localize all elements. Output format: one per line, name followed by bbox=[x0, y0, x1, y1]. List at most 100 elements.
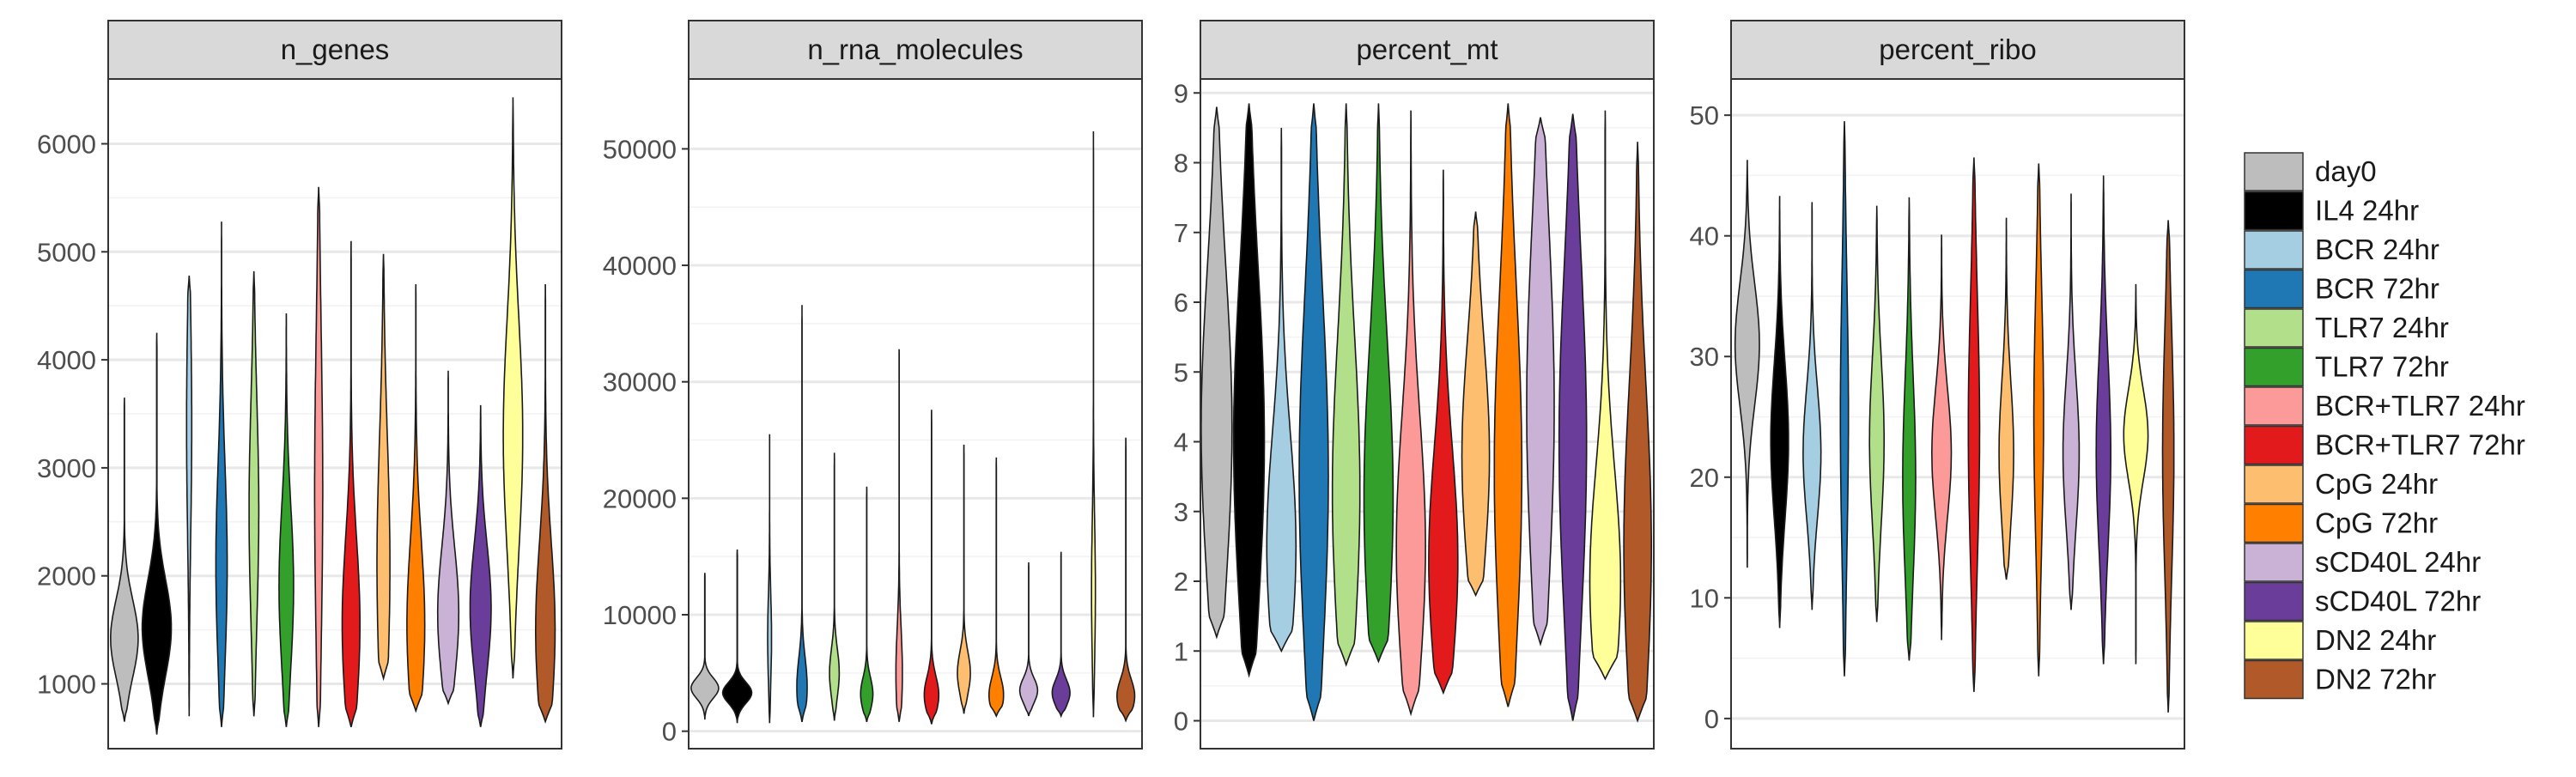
y-tick-label: 5 bbox=[1174, 357, 1188, 387]
facet-strip bbox=[107, 20, 562, 80]
legend-key bbox=[2244, 503, 2304, 543]
violin-bcr-tlr7-24hr bbox=[313, 186, 324, 727]
violin-day0 bbox=[1200, 106, 1233, 640]
violin-dn2-72hr bbox=[1115, 437, 1136, 723]
y-tick-label: 20000 bbox=[603, 483, 677, 513]
violin-bcr-72hr bbox=[796, 305, 808, 722]
legend-label: sCD40L 72hr bbox=[2315, 586, 2481, 617]
legend-key bbox=[2244, 581, 2304, 622]
violin-tlr7-24hr bbox=[1331, 103, 1361, 667]
y-tick-label: 40000 bbox=[603, 251, 677, 281]
y-tick-label: 3000 bbox=[37, 453, 96, 483]
facet-title: n_genes bbox=[281, 33, 390, 65]
y-tick-label: 30 bbox=[1690, 342, 1719, 372]
violin-bcr-72hr bbox=[1839, 121, 1850, 677]
legend: day0 IL4 24hr BCR 24hr BCR 72hr TLR7 24hr TLR… bbox=[2244, 152, 2525, 700]
legend-key bbox=[2244, 659, 2304, 700]
violin-bcr-24hr bbox=[767, 434, 773, 724]
legend-label: TLR7 72hr bbox=[2315, 351, 2449, 383]
violin-cpg-72hr bbox=[406, 283, 426, 713]
y-tick-label: 10000 bbox=[603, 600, 677, 630]
legend-label: BCR+TLR7 24hr bbox=[2315, 390, 2525, 422]
facet-strip bbox=[1200, 20, 1655, 80]
violin-scd40l-24hr bbox=[2062, 193, 2081, 610]
legend-key bbox=[2244, 621, 2304, 660]
y-tick-label: 50000 bbox=[603, 134, 677, 164]
y-tick-label: 0 bbox=[662, 717, 677, 747]
violin-dn2-72hr bbox=[535, 283, 556, 724]
violin-bcr-24hr bbox=[1802, 202, 1822, 610]
y-tick-label: 2 bbox=[1174, 567, 1188, 597]
panel-n_genes: n_genes 1000 2000 3000 4000 5000 6000 bbox=[37, 20, 562, 750]
violin-bcr-tlr7-72hr bbox=[341, 240, 361, 727]
plot-area bbox=[1731, 79, 2184, 749]
violin-il4-24hr bbox=[1770, 196, 1789, 628]
y-tick-label: 6000 bbox=[37, 129, 96, 159]
violin-scd40l-72hr bbox=[469, 404, 492, 727]
y-tick-label: 30000 bbox=[603, 367, 677, 398]
violin-il4-24hr bbox=[721, 549, 753, 724]
violin-tlr7-72hr bbox=[1902, 197, 1917, 661]
plot-area bbox=[689, 79, 1142, 749]
violin-cpg-72hr bbox=[2032, 163, 2044, 677]
y-tick-label: 6 bbox=[1174, 288, 1188, 318]
violin-scd40l-72hr bbox=[1051, 551, 1071, 719]
violin-dn2-72hr bbox=[1623, 142, 1652, 723]
y-tick-label: 7 bbox=[1174, 218, 1188, 248]
legend-key bbox=[2244, 425, 2304, 465]
panel-percent_ribo: percent_ribo 0 10 20 30 40 50 bbox=[1690, 20, 2185, 750]
legend-key bbox=[2244, 386, 2304, 426]
violin-cpg-24hr bbox=[1461, 211, 1491, 598]
violin-day0 bbox=[690, 573, 720, 720]
legend-label: TLR7 24hr bbox=[2315, 312, 2449, 343]
legend-label: CpG 72hr bbox=[2315, 507, 2438, 539]
violin-cpg-24hr bbox=[1998, 217, 2014, 580]
violin-scd40l-24hr bbox=[1018, 562, 1039, 717]
violin-tlr7-24hr bbox=[829, 452, 841, 721]
legend-label: BCR 72hr bbox=[2315, 273, 2439, 305]
y-tick-label: 1000 bbox=[37, 670, 96, 700]
violin-il4-24hr bbox=[141, 332, 173, 735]
legend-label: BCR 24hr bbox=[2315, 234, 2439, 265]
violin-bcr-72hr bbox=[1298, 103, 1329, 721]
violin-scd40l-24hr bbox=[436, 370, 460, 706]
violin-scd40l-72hr bbox=[1558, 113, 1588, 721]
violin-bcr-tlr7-24hr bbox=[1930, 234, 1953, 640]
violin-scd40l-24hr bbox=[1526, 117, 1555, 646]
violin-cpg-24hr bbox=[957, 444, 971, 714]
y-tick-label: 1 bbox=[1174, 636, 1188, 666]
violin-tlr7-72hr bbox=[860, 486, 874, 722]
panel-percent_mt: percent_mt 0 1 2 3 4 5 6 7 8 9 bbox=[1174, 20, 1655, 750]
legend-label: BCR+TLR7 72hr bbox=[2315, 429, 2525, 461]
violin-cpg-72hr bbox=[988, 457, 1005, 718]
violin-scd40l-72hr bbox=[2095, 175, 2111, 665]
violin-bcr-24hr bbox=[1266, 127, 1297, 653]
violin-day0 bbox=[109, 398, 139, 722]
facet-title: percent_ribo bbox=[1879, 33, 2036, 65]
panel-border bbox=[107, 78, 562, 750]
y-tick-label: 40 bbox=[1690, 222, 1719, 252]
violin-il4-24hr bbox=[1232, 103, 1266, 678]
facet-title: percent_mt bbox=[1356, 33, 1498, 65]
violin-bcr-tlr7-24hr bbox=[1395, 110, 1426, 717]
legend-label: IL4 24hr bbox=[2315, 195, 2419, 227]
violin-dn2-24hr bbox=[502, 97, 524, 679]
facet-strip bbox=[1730, 20, 2185, 80]
violin-cpg-24hr bbox=[376, 253, 391, 682]
y-tick-label: 3 bbox=[1174, 497, 1188, 527]
y-tick-label: 9 bbox=[1174, 78, 1188, 108]
violin-bcr-tlr7-72hr bbox=[923, 410, 940, 725]
legend-key bbox=[2244, 464, 2304, 504]
violin-dn2-24hr bbox=[1589, 110, 1622, 681]
legend-key bbox=[2244, 152, 2304, 191]
y-tick-label: 0 bbox=[1174, 707, 1188, 737]
legend-label: CpG 24hr bbox=[2315, 468, 2438, 500]
legend-label: day0 bbox=[2315, 155, 2377, 187]
legend-label: sCD40L 24hr bbox=[2315, 546, 2481, 578]
violin-dn2-24hr bbox=[1091, 131, 1097, 718]
violin-day0 bbox=[1734, 160, 1760, 568]
violin-tlr7-24hr bbox=[1868, 205, 1885, 622]
violin-bcr-24hr bbox=[185, 275, 193, 717]
